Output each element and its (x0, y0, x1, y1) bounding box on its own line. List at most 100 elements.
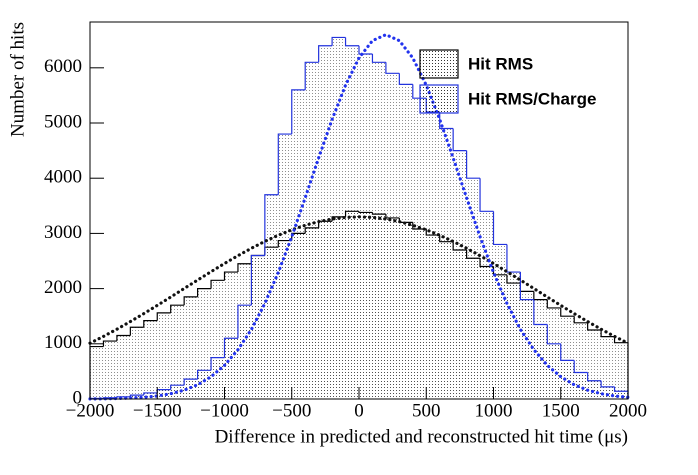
histogram-outline (600, 380, 615, 388)
x-tick-label: −2000 (66, 400, 115, 421)
histogram-bin (359, 212, 373, 399)
histogram-outline (466, 150, 481, 179)
histogram-bin (547, 307, 561, 399)
histogram-outline (439, 235, 454, 243)
histogram-outline (560, 307, 575, 317)
histogram-outline (425, 228, 440, 236)
histogram-bin (466, 258, 481, 399)
histogram-outline (344, 37, 359, 47)
histogram-bin (237, 263, 252, 399)
histogram-bin (412, 228, 427, 399)
histogram-bin (305, 227, 319, 399)
x-tick-label: 1000 (475, 400, 513, 421)
histogram-bin (130, 327, 144, 399)
histogram-outline (371, 212, 386, 215)
histogram-outline (250, 254, 265, 306)
histogram-outline (452, 241, 467, 251)
legend-label: Hit RMS/Charge (468, 89, 596, 108)
histogram-bin (116, 335, 131, 399)
histogram-bin (372, 214, 386, 399)
histogram-bin (184, 296, 198, 399)
histogram-bin (197, 288, 212, 399)
histogram-outline (156, 312, 171, 321)
histogram-outline (197, 369, 212, 380)
histogram-outline (560, 343, 575, 361)
x-tick-label: 2000 (609, 400, 647, 421)
x-axis-title: Difference in predicted and reconstructe… (215, 426, 628, 447)
histogram-outline (291, 232, 306, 241)
histogram-bin (493, 274, 507, 399)
y-axis-title: Number of hits (7, 22, 28, 137)
histogram-outline (546, 324, 561, 345)
histogram-bin (318, 221, 333, 399)
histogram-outline (344, 210, 359, 217)
histogram-outline (116, 334, 131, 342)
histogram-outline (197, 288, 212, 297)
histogram-outline (412, 222, 427, 230)
histogram-bin (480, 266, 494, 399)
legend-swatch (419, 49, 459, 79)
histogram-bin (439, 241, 454, 399)
histogram-outline (129, 394, 144, 397)
y-tick-label: 2000 (44, 277, 82, 298)
histogram-outline (102, 340, 117, 347)
histogram-outline (358, 211, 373, 214)
histogram-outline (587, 372, 602, 382)
histogram-bin (345, 211, 359, 399)
histogram-outline (533, 299, 548, 326)
histogram-bin (506, 283, 521, 399)
fit-curve (88, 32, 630, 401)
histogram-outline (210, 357, 225, 371)
histogram-outline (291, 89, 306, 135)
histogram-outline (223, 337, 238, 358)
histogram-bin (211, 280, 225, 399)
histogram-bin (560, 316, 575, 399)
histogram-outline (573, 360, 588, 374)
histogram-outline (452, 128, 467, 152)
histogram-outline (237, 263, 252, 273)
histogram-outline (398, 73, 413, 85)
histogram-outline (573, 316, 588, 324)
histogram-outline (223, 271, 238, 281)
x-tick-label: 1500 (542, 400, 580, 421)
histogram-outline (371, 54, 386, 63)
histogram-outline (546, 299, 561, 309)
histogram-bin (224, 272, 238, 399)
histogram-outline (600, 330, 615, 338)
histogram-outline (129, 326, 144, 336)
histogram-outline (143, 320, 158, 328)
fit-curve (88, 215, 630, 345)
histogram-bin (291, 233, 306, 399)
histogram-bin (399, 222, 413, 399)
histogram-bin (614, 342, 628, 399)
histogram-bin (278, 240, 292, 399)
histogram-outline (183, 378, 198, 386)
histogram-bin (90, 346, 104, 399)
histogram-outline (358, 45, 373, 55)
histogram-bin (332, 216, 346, 399)
histogram-bin (251, 255, 265, 399)
histogram-bin (385, 217, 400, 399)
histogram-outline (304, 61, 319, 90)
histogram-bin (574, 322, 588, 399)
histogram-outline (264, 194, 279, 256)
histogram-outline (331, 36, 346, 46)
plot-area (88, 21, 630, 401)
histogram-outline (102, 397, 117, 399)
histogram-outline (385, 62, 400, 74)
histogram-outline (479, 178, 494, 212)
histogram-outline (170, 384, 185, 390)
y-tick-label: 4000 (44, 167, 82, 188)
x-tick-label: 500 (412, 400, 441, 421)
histogram-outline (210, 279, 225, 289)
histogram-bin (520, 291, 534, 399)
histogram-bin (143, 320, 158, 399)
y-tick-label: 3000 (44, 222, 82, 243)
y-tick-label: 5000 (44, 111, 82, 132)
histogram-outline (237, 304, 252, 339)
histogram-bin (453, 249, 467, 399)
histogram-bin (533, 299, 548, 399)
x-tick-label: −1500 (133, 400, 182, 421)
histogram-outline (519, 272, 534, 301)
